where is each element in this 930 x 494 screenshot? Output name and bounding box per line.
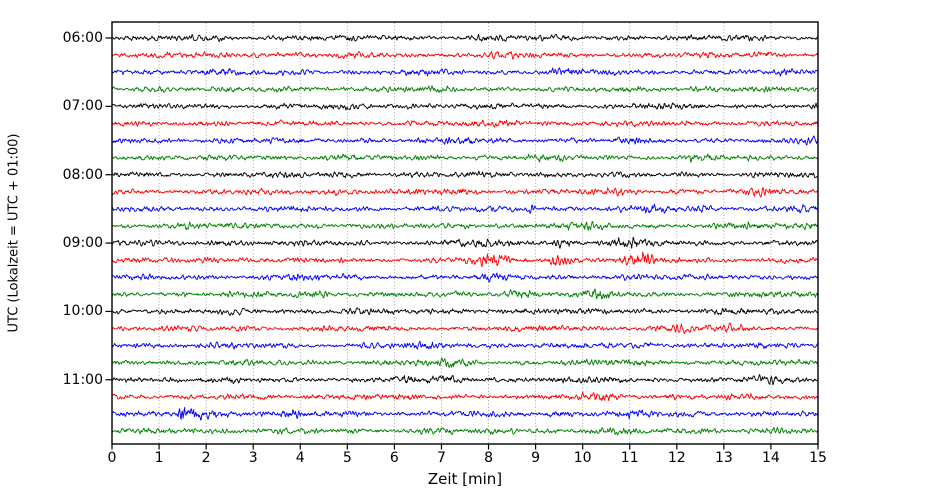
x-tick-label-6: 6 bbox=[389, 450, 399, 466]
seismic-trace-0700 bbox=[112, 102, 818, 111]
x-tick-label-13: 13 bbox=[714, 450, 733, 466]
x-axis-label: Zeit [min] bbox=[427, 470, 503, 488]
seismic-trace-1045 bbox=[112, 357, 818, 368]
x-tick-label-1: 1 bbox=[154, 450, 164, 466]
seismic-trace-0715 bbox=[112, 119, 818, 128]
x-tick-label-2: 2 bbox=[201, 450, 211, 466]
y-tick-label-09:00: 09:00 bbox=[62, 235, 103, 252]
seismic-trace-1130 bbox=[112, 406, 818, 421]
seismic-trace-0945 bbox=[112, 288, 818, 300]
seismic-trace-1115 bbox=[112, 391, 818, 402]
seismic-trace-0915 bbox=[112, 251, 818, 268]
seismic-trace-0600 bbox=[112, 34, 818, 43]
x-tick-label-9: 9 bbox=[531, 450, 541, 466]
seismic-trace-0800 bbox=[112, 170, 818, 179]
y-tick-label-06:00: 06:00 bbox=[62, 30, 103, 46]
seismic-trace-0900 bbox=[112, 236, 818, 249]
axis-ticks bbox=[105, 37, 819, 450]
seismic-traces bbox=[112, 34, 818, 436]
x-tick-label-11: 11 bbox=[620, 450, 639, 466]
plot-frame bbox=[111, 21, 819, 445]
x-tick-label-3: 3 bbox=[248, 450, 258, 466]
seismic-trace-0930 bbox=[112, 272, 818, 283]
seismic-trace-1015 bbox=[112, 322, 818, 335]
seismic-trace-0745 bbox=[112, 153, 818, 163]
x-tick-label-12: 12 bbox=[667, 450, 686, 466]
seismic-trace-0645 bbox=[112, 85, 818, 94]
y-axis-label: UTC (Lokalzeit = UTC + 01:00) bbox=[6, 133, 22, 333]
x-tick-label-0: 0 bbox=[107, 450, 117, 466]
x-tick-label-5: 5 bbox=[342, 450, 352, 466]
seismic-trace-0815 bbox=[112, 187, 818, 198]
x-tick-label-14: 14 bbox=[762, 450, 780, 466]
seismic-trace-1000 bbox=[112, 307, 818, 316]
y-tick-label-08:00: 08:00 bbox=[62, 166, 103, 183]
x-tick-label-10: 10 bbox=[573, 450, 592, 466]
y-tick-label-07:00: 07:00 bbox=[62, 98, 103, 115]
x-tick-label-8: 8 bbox=[484, 450, 493, 466]
y-tick-label-10:00: 10:00 bbox=[62, 303, 103, 320]
y-tick-label-11:00: 11:00 bbox=[62, 371, 103, 388]
seismic-trace-0630 bbox=[112, 67, 818, 77]
seismic-trace-0615 bbox=[112, 51, 818, 60]
x-tick-label-7: 7 bbox=[436, 450, 446, 466]
x-tick-label-15: 15 bbox=[809, 450, 827, 466]
seismic-trace-0845 bbox=[112, 220, 818, 232]
x-tick-label-4: 4 bbox=[295, 450, 305, 466]
seismic-trace-0830 bbox=[112, 203, 818, 214]
seismic-trace-1030 bbox=[112, 340, 818, 350]
seismic-trace-1145 bbox=[112, 426, 818, 436]
seismic-trace-1100 bbox=[112, 374, 818, 386]
seismic-trace-0730 bbox=[112, 135, 818, 146]
